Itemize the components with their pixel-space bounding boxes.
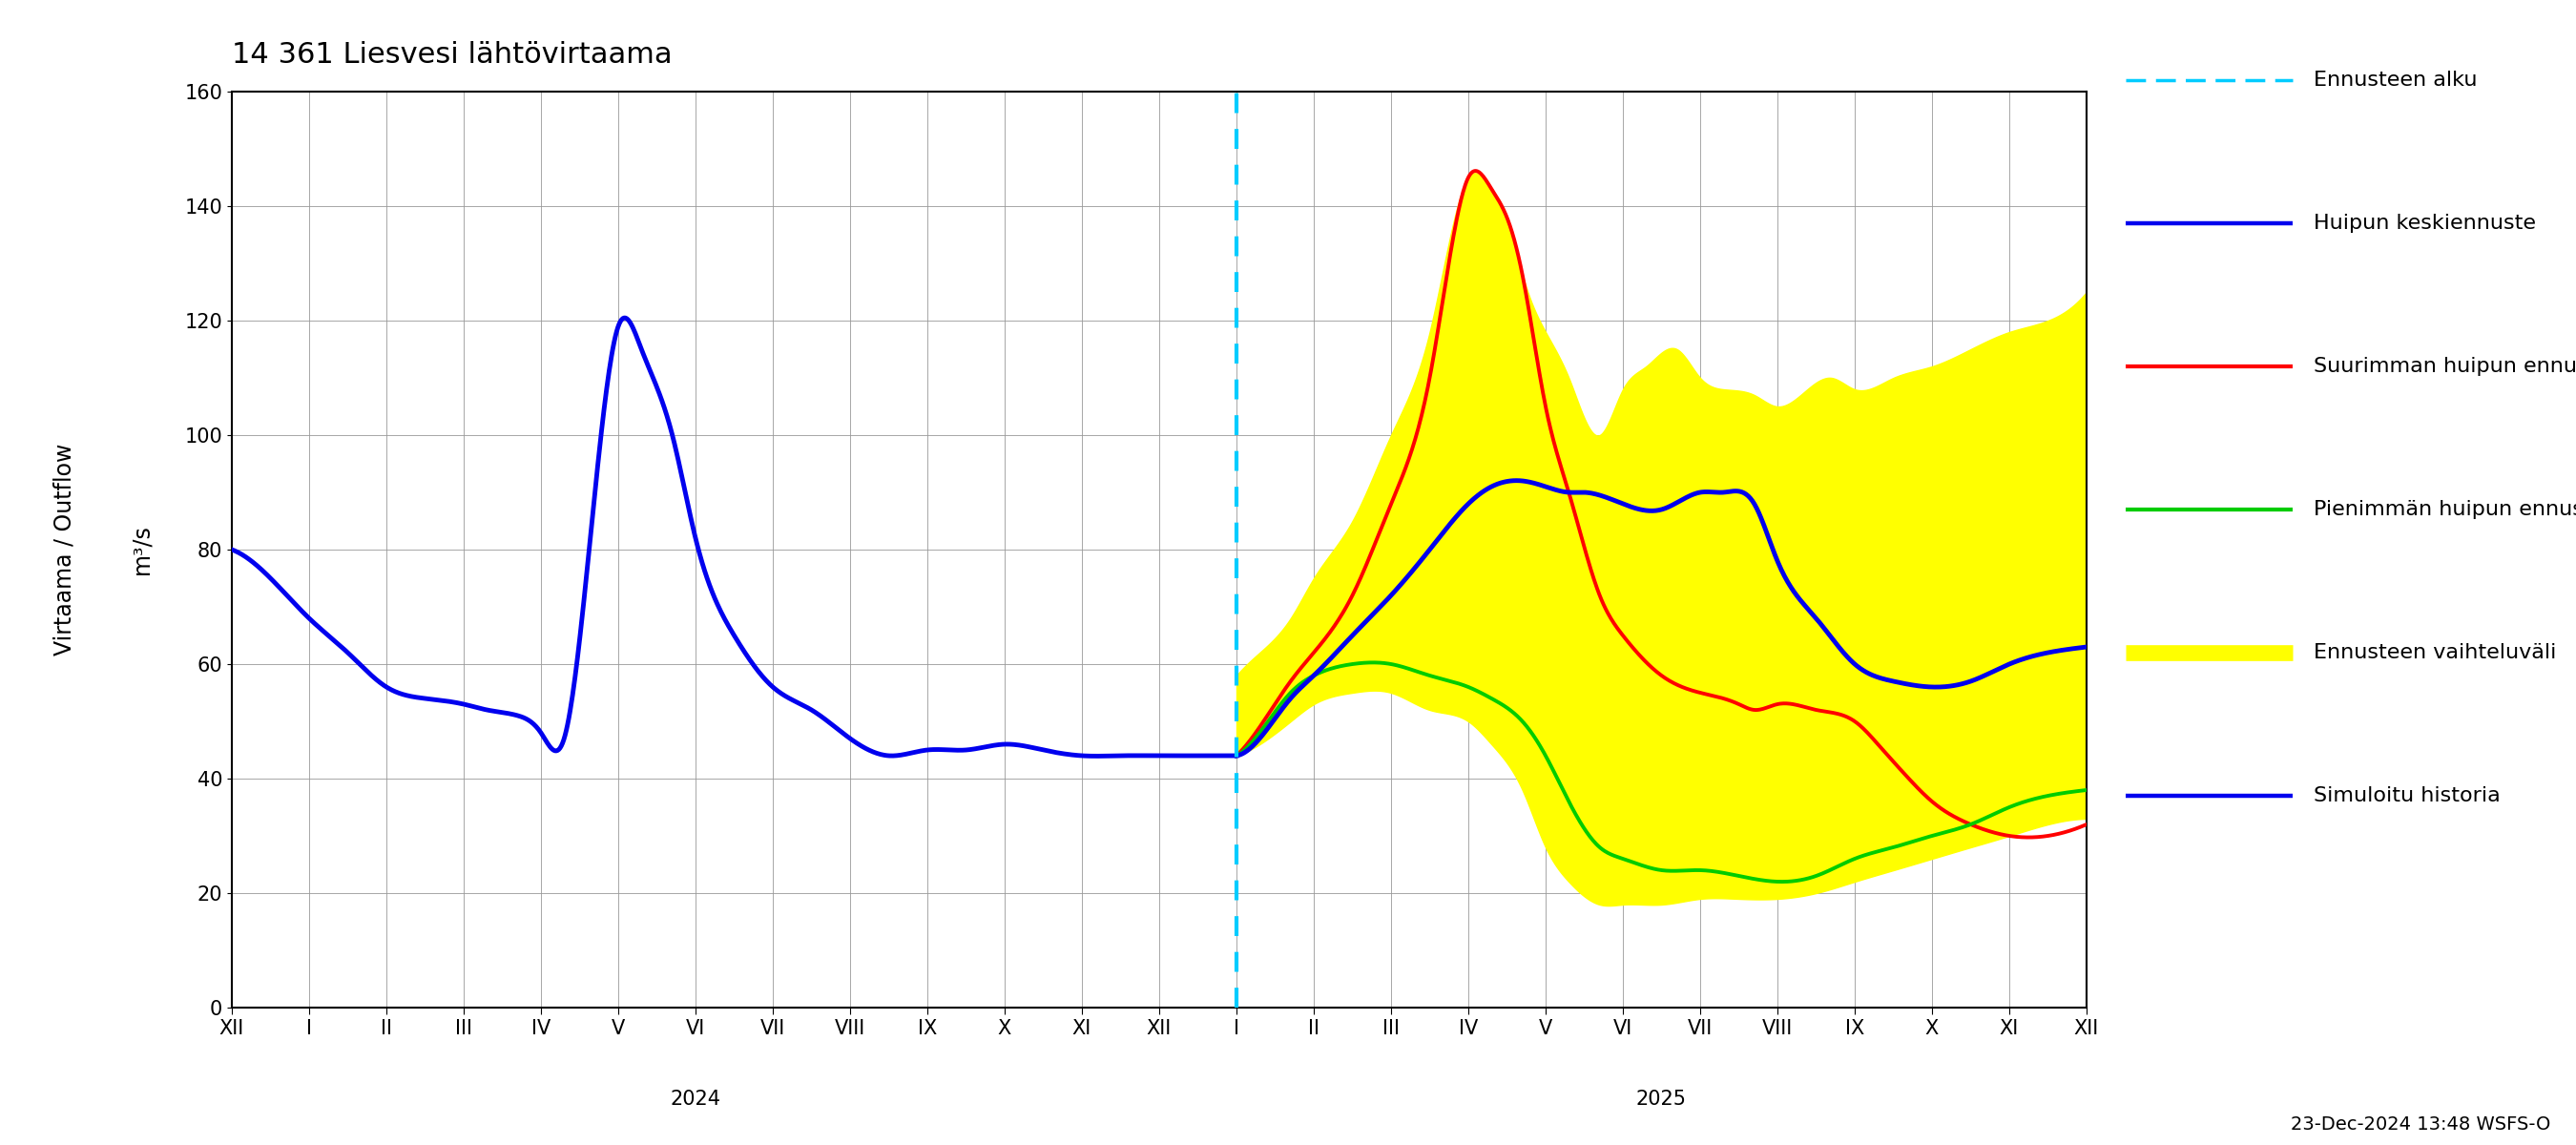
Text: Pienimmän huipun ennuste: Pienimmän huipun ennuste — [2313, 500, 2576, 519]
Text: 23-Dec-2024 13:48 WSFS-O: 23-Dec-2024 13:48 WSFS-O — [2290, 1115, 2550, 1134]
Text: Ennusteen alku: Ennusteen alku — [2313, 71, 2478, 89]
Text: Suurimman huipun ennuste: Suurimman huipun ennuste — [2313, 357, 2576, 376]
Text: Ennusteen vaihteluväli: Ennusteen vaihteluväli — [2313, 643, 2555, 662]
Text: 2024: 2024 — [670, 1090, 721, 1108]
Text: 2025: 2025 — [1636, 1090, 1687, 1108]
Text: 14 361 Liesvesi lähtövirtaama: 14 361 Liesvesi lähtövirtaama — [232, 41, 672, 69]
Text: Virtaama / Outflow: Virtaama / Outflow — [54, 443, 75, 656]
Text: m³/s: m³/s — [131, 524, 152, 575]
Text: Huipun keskiennuste: Huipun keskiennuste — [2313, 214, 2535, 232]
Text: Simuloitu historia: Simuloitu historia — [2313, 787, 2499, 805]
